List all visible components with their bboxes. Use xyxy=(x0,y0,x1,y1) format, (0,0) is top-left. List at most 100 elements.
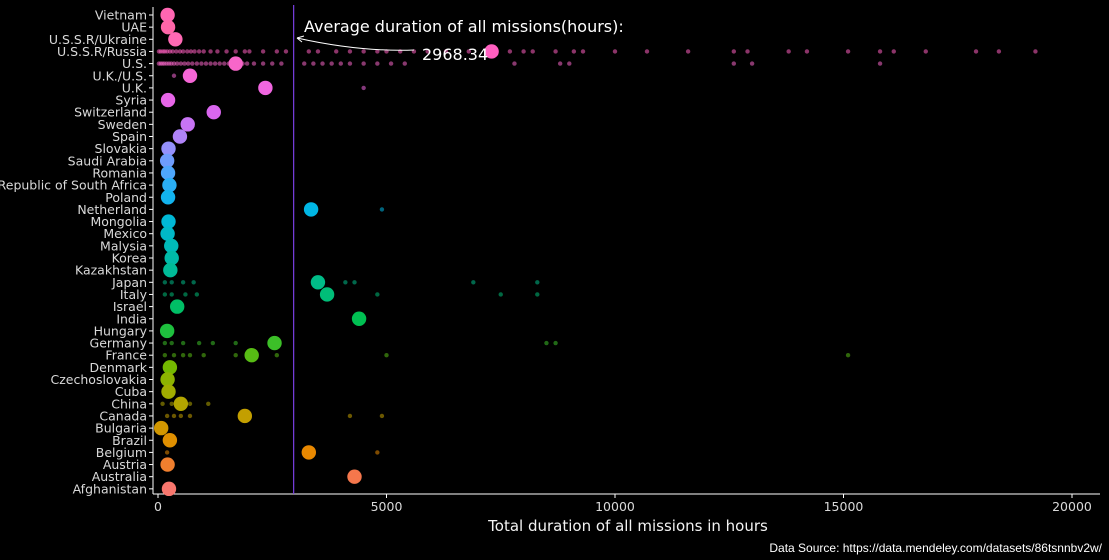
mission-point xyxy=(187,413,193,419)
mission-point xyxy=(192,49,197,54)
mission-point xyxy=(188,49,194,54)
mission-point xyxy=(191,280,196,285)
mission-point xyxy=(379,207,385,212)
mission-point xyxy=(270,61,275,66)
mission-point xyxy=(185,49,190,54)
mission-point xyxy=(749,61,755,66)
mission-point xyxy=(347,49,353,54)
country-total-point xyxy=(206,105,221,120)
country-total-point xyxy=(303,202,319,217)
y-tick-label: Canada xyxy=(99,408,147,423)
y-tick-label: Kazakhstan xyxy=(75,263,147,278)
mission-point xyxy=(553,49,558,54)
mission-point xyxy=(169,280,174,285)
y-tick-label: Syria xyxy=(115,93,147,108)
mission-point xyxy=(160,401,165,406)
mission-point xyxy=(845,49,851,54)
y-tick-label: France xyxy=(105,348,147,363)
data-source: Data Source: https://data.mendeley.com/d… xyxy=(769,541,1102,555)
mission-point xyxy=(375,49,380,54)
mission-point xyxy=(731,61,737,66)
x-tick-label: 20000 xyxy=(1052,499,1092,514)
x-tick-label: 5000 xyxy=(371,499,403,514)
mission-point xyxy=(973,49,979,54)
annotation-arrow xyxy=(296,37,415,51)
mission-point xyxy=(169,292,174,297)
mission-point xyxy=(203,61,209,66)
y-tick-label: China xyxy=(111,396,147,411)
mission-point xyxy=(244,61,250,66)
mission-point xyxy=(242,49,248,54)
country-total-point xyxy=(163,262,178,278)
mission-point xyxy=(187,401,193,406)
mission-point xyxy=(251,61,257,66)
mission-point xyxy=(217,61,222,66)
country-total-point xyxy=(162,177,177,193)
mission-point xyxy=(845,353,851,358)
mission-point xyxy=(224,49,229,54)
y-tick-label: Australia xyxy=(92,469,147,484)
y-tick-label: Germany xyxy=(90,336,148,351)
mission-point xyxy=(375,292,380,297)
country-total-point xyxy=(153,420,169,436)
country-total-point xyxy=(237,408,253,424)
mission-point xyxy=(169,401,174,406)
y-tick-label: Malysia xyxy=(100,238,147,253)
y-tick-label: Republic of South Africa xyxy=(0,178,147,193)
country-total-point xyxy=(347,469,362,484)
mission-point xyxy=(174,49,179,54)
mission-point xyxy=(786,49,791,54)
y-tick-label: U.S.S.R/Ukraine xyxy=(49,32,147,47)
mission-point xyxy=(347,413,353,419)
mission-point xyxy=(644,49,650,54)
country-total-point xyxy=(267,335,282,351)
mission-point xyxy=(443,49,449,54)
mission-point xyxy=(425,49,430,54)
mission-point xyxy=(162,353,168,358)
mission-point xyxy=(222,61,227,66)
mission-point xyxy=(260,61,266,66)
mission-point xyxy=(178,413,184,419)
mission-point xyxy=(283,49,289,54)
country-total-point xyxy=(180,117,195,132)
mission-point xyxy=(190,61,195,66)
mission-point xyxy=(544,340,549,346)
mission-point xyxy=(685,49,691,54)
mission-point xyxy=(180,49,186,54)
y-tick-label: Afghanistan xyxy=(73,481,147,496)
x-axis-label: Total duration of all missions in hours xyxy=(487,517,768,535)
y-tick-label: U.K. xyxy=(122,80,147,95)
mission-point xyxy=(180,353,186,358)
mission-point xyxy=(580,49,586,54)
mission-point xyxy=(306,49,312,54)
mission-point xyxy=(196,340,202,346)
country-total-point xyxy=(484,44,499,59)
country-total-point xyxy=(162,360,178,375)
mission-point xyxy=(347,61,353,66)
mission-point xyxy=(877,49,883,54)
y-tick-label: Netherland xyxy=(77,202,147,217)
y-tick-label: Mongolia xyxy=(90,214,147,229)
mission-point xyxy=(180,280,186,285)
mission-point xyxy=(379,413,385,419)
y-tick-label: Poland xyxy=(105,190,147,205)
mission-point xyxy=(162,292,168,297)
mission-point xyxy=(334,49,339,54)
mission-point xyxy=(466,49,471,54)
mission-point xyxy=(212,61,218,66)
mission-point xyxy=(571,49,577,54)
average-annotation-value: 2968.34 xyxy=(422,45,488,64)
y-tick-label: UAE xyxy=(121,20,147,35)
mission-point xyxy=(338,61,343,66)
mission-point xyxy=(170,49,175,54)
y-tick-label: Saudi Arabia xyxy=(68,153,147,168)
y-tick-label: Austria xyxy=(103,457,147,472)
y-tick-label: Italy xyxy=(120,287,148,302)
y-tick-label: Cuba xyxy=(115,384,147,399)
y-tick-label: Belgium xyxy=(96,445,147,460)
mission-point xyxy=(804,49,810,54)
mission-point xyxy=(471,280,476,285)
mission-point xyxy=(567,61,572,66)
mission-point xyxy=(174,61,180,66)
x-tick-label: 10000 xyxy=(595,499,635,514)
